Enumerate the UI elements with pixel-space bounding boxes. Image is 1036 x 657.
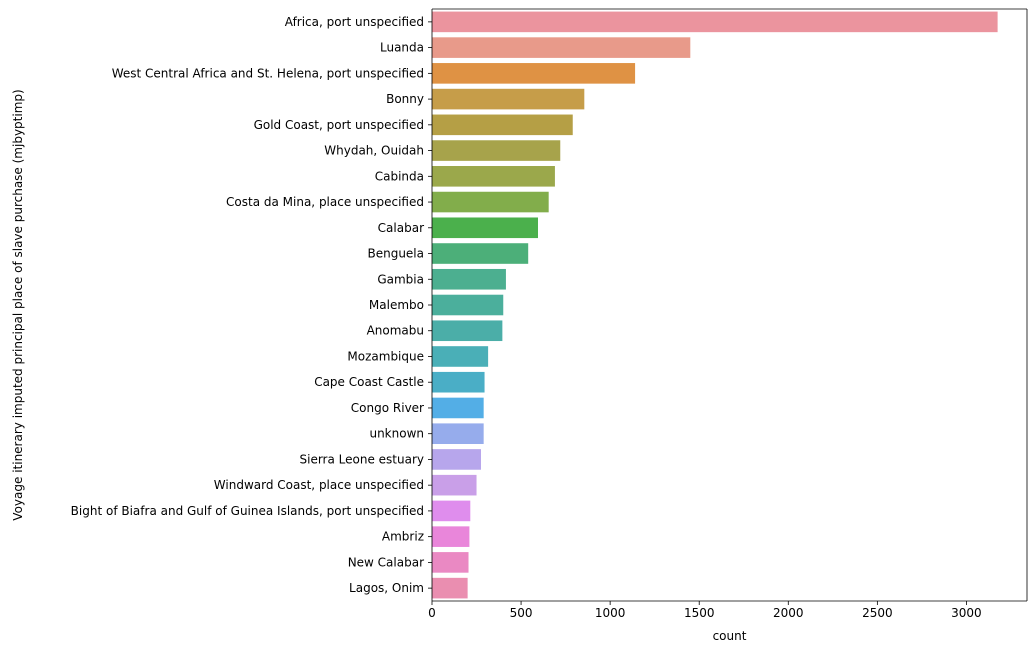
bar-0 [432, 11, 998, 33]
y-tick-label-1: Luanda [380, 41, 424, 55]
bar-11 [432, 294, 504, 316]
y-tick-label-19: Bight of Biafra and Gulf of Guinea Islan… [71, 504, 424, 518]
bar-12 [432, 320, 503, 342]
x-tick-label-3: 1500 [684, 606, 715, 620]
bar-16 [432, 423, 484, 444]
y-tick-label-7: Costa da Mina, place unspecified [226, 195, 424, 209]
y-tick-label-6: Cabinda [375, 169, 424, 183]
bar-7 [432, 191, 549, 213]
y-tick-label-21: New Calabar [348, 555, 424, 569]
bar-9 [432, 243, 529, 264]
bar-2 [432, 63, 636, 84]
bar-8 [432, 217, 538, 239]
bars-group [432, 11, 998, 599]
bar-17 [432, 449, 481, 470]
x-tick-label-2: 1000 [595, 606, 626, 620]
y-tick-label-22: Lagos, Onim [349, 581, 424, 595]
x-tick-label-1: 500 [510, 606, 533, 620]
bar-20 [432, 526, 470, 547]
x-tick-label-0: 0 [428, 606, 436, 620]
bar-1 [432, 37, 691, 58]
bar-3 [432, 88, 585, 110]
y-tick-label-17: Sierra Leone estuary [300, 452, 425, 466]
y-tick-label-14: Cape Coast Castle [314, 375, 424, 389]
x-tick-label-6: 3000 [951, 606, 982, 620]
y-tick-label-8: Calabar [378, 221, 424, 235]
bar-18 [432, 474, 477, 496]
bar-13 [432, 346, 489, 367]
y-tick-label-15: Congo River [351, 401, 424, 415]
y-tick-label-18: Windward Coast, place unspecified [214, 478, 424, 492]
y-tick-label-2: West Central Africa and St. Helena, port… [112, 66, 424, 80]
bar-22 [432, 577, 468, 599]
bar-6 [432, 166, 555, 187]
y-tick-label-16: unknown [369, 427, 424, 441]
bar-4 [432, 114, 573, 136]
y-tick-label-9: Benguela [367, 247, 424, 261]
y-tick-label-4: Gold Coast, port unspecified [254, 118, 424, 132]
bar-15 [432, 397, 484, 419]
y-axis-label: Voyage itinerary imputed principal place… [11, 89, 25, 520]
bar-10 [432, 268, 506, 290]
y-tick-label-11: Malembo [369, 298, 424, 312]
y-tick-label-5: Whydah, Ouidah [324, 144, 424, 158]
y-tick-label-3: Bonny [386, 92, 424, 106]
y-tick-label-0: Africa, port unspecified [285, 15, 424, 29]
x-tick-label-4: 2000 [773, 606, 804, 620]
bar-5 [432, 140, 561, 161]
bar-14 [432, 371, 485, 393]
y-tick-label-20: Ambriz [382, 530, 424, 544]
bar-21 [432, 552, 469, 573]
axes-group: Africa, port unspecified Luanda West Centr… [71, 8, 1028, 620]
y-tick-label-10: Gambia [377, 272, 424, 286]
y-tick-label-13: Mozambique [347, 349, 424, 363]
x-tick-label-5: 2500 [862, 606, 893, 620]
x-axis-label: count [713, 629, 747, 643]
y-tick-label-12: Anomabu [367, 324, 424, 338]
bar-19 [432, 500, 471, 522]
